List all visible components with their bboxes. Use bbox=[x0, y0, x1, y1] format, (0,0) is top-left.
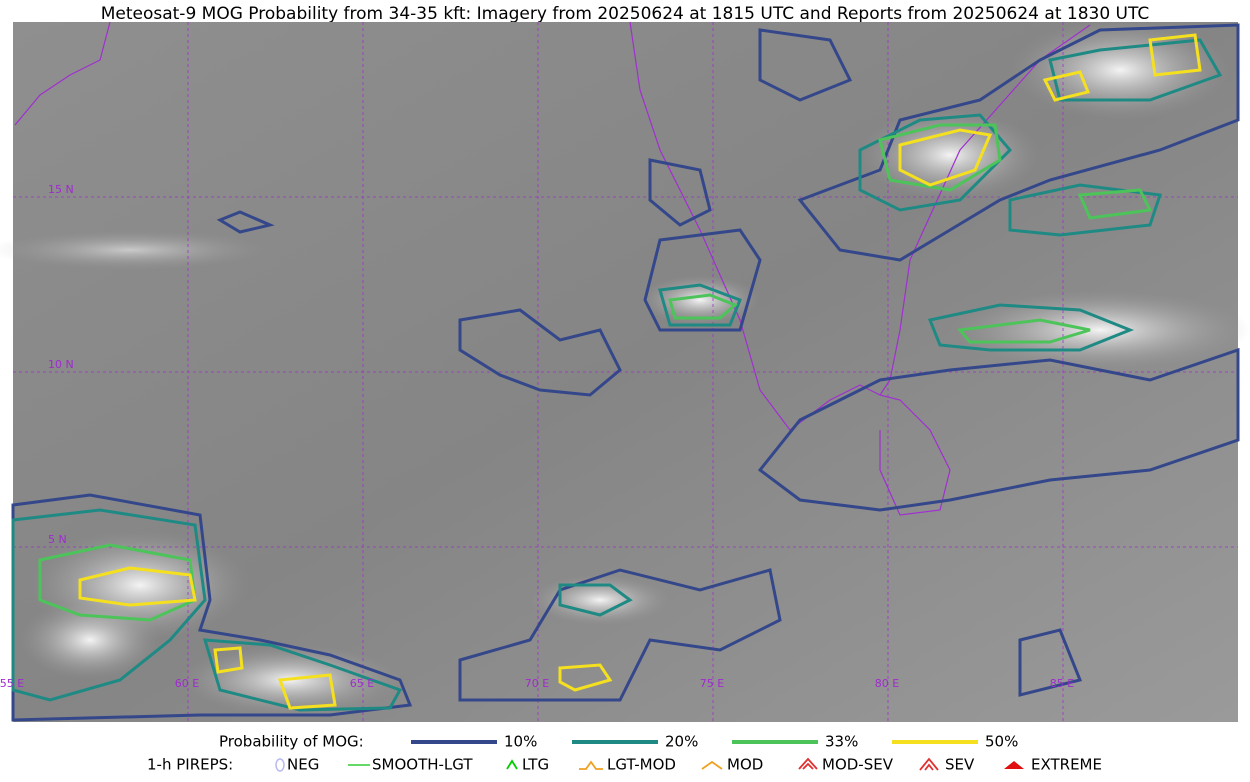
legend-label: 33% bbox=[825, 733, 858, 751]
lon-label: 65 E bbox=[350, 677, 374, 690]
legend-title: 1-h PIREPS: bbox=[147, 756, 233, 774]
legend-icon bbox=[798, 757, 818, 770]
graticule bbox=[13, 22, 1238, 722]
lat-label: 15 N bbox=[48, 183, 74, 196]
contours bbox=[11, 23, 1240, 722]
lat-label: 10 N bbox=[48, 358, 74, 371]
lon-label: 60 E bbox=[175, 677, 199, 690]
grid-labels: 15 N 10 N 5 N 55 E 60 E 65 E 70 E 75 E 8… bbox=[0, 183, 1074, 690]
legend-title: Probability of MOG: bbox=[219, 733, 364, 751]
legend: Probability of MOG: 1-h PIREPS: 10% 20% 33… bbox=[147, 733, 1102, 774]
legend-label: NEG bbox=[287, 756, 319, 774]
title: Meteosat-9 MOG Probability from 34-35 kf… bbox=[101, 4, 1150, 24]
legend-label: SMOOTH-LGT bbox=[372, 756, 473, 774]
map: 15 N 10 N 5 N 55 E 60 E 65 E 70 E 75 E 8… bbox=[0, 20, 1250, 722]
legend-label: 50% bbox=[985, 733, 1018, 751]
legend-icon bbox=[506, 759, 518, 770]
legend-label: 10% bbox=[504, 733, 537, 751]
legend-label: LTG bbox=[522, 756, 549, 774]
legend-label: EXTREME bbox=[1031, 756, 1102, 774]
lat-label: 5 N bbox=[48, 533, 67, 546]
lon-label: 75 E bbox=[700, 677, 724, 690]
legend-icon bbox=[919, 757, 939, 771]
lon-label: 55 E bbox=[0, 677, 24, 690]
legend-icon bbox=[701, 760, 723, 770]
legend-label: MOD-SEV bbox=[822, 756, 894, 774]
lon-label: 85 E bbox=[1050, 677, 1074, 690]
legend-icon bbox=[1004, 761, 1024, 769]
lon-label: 70 E bbox=[525, 677, 549, 690]
lon-label: 80 E bbox=[875, 677, 899, 690]
legend-label: 20% bbox=[665, 733, 698, 751]
legend-icon bbox=[579, 760, 603, 770]
legend-label: SEV bbox=[945, 756, 975, 774]
legend-label: LGT-MOD bbox=[607, 756, 676, 774]
legend-icon bbox=[275, 758, 285, 772]
legend-label: MOD bbox=[727, 756, 763, 774]
